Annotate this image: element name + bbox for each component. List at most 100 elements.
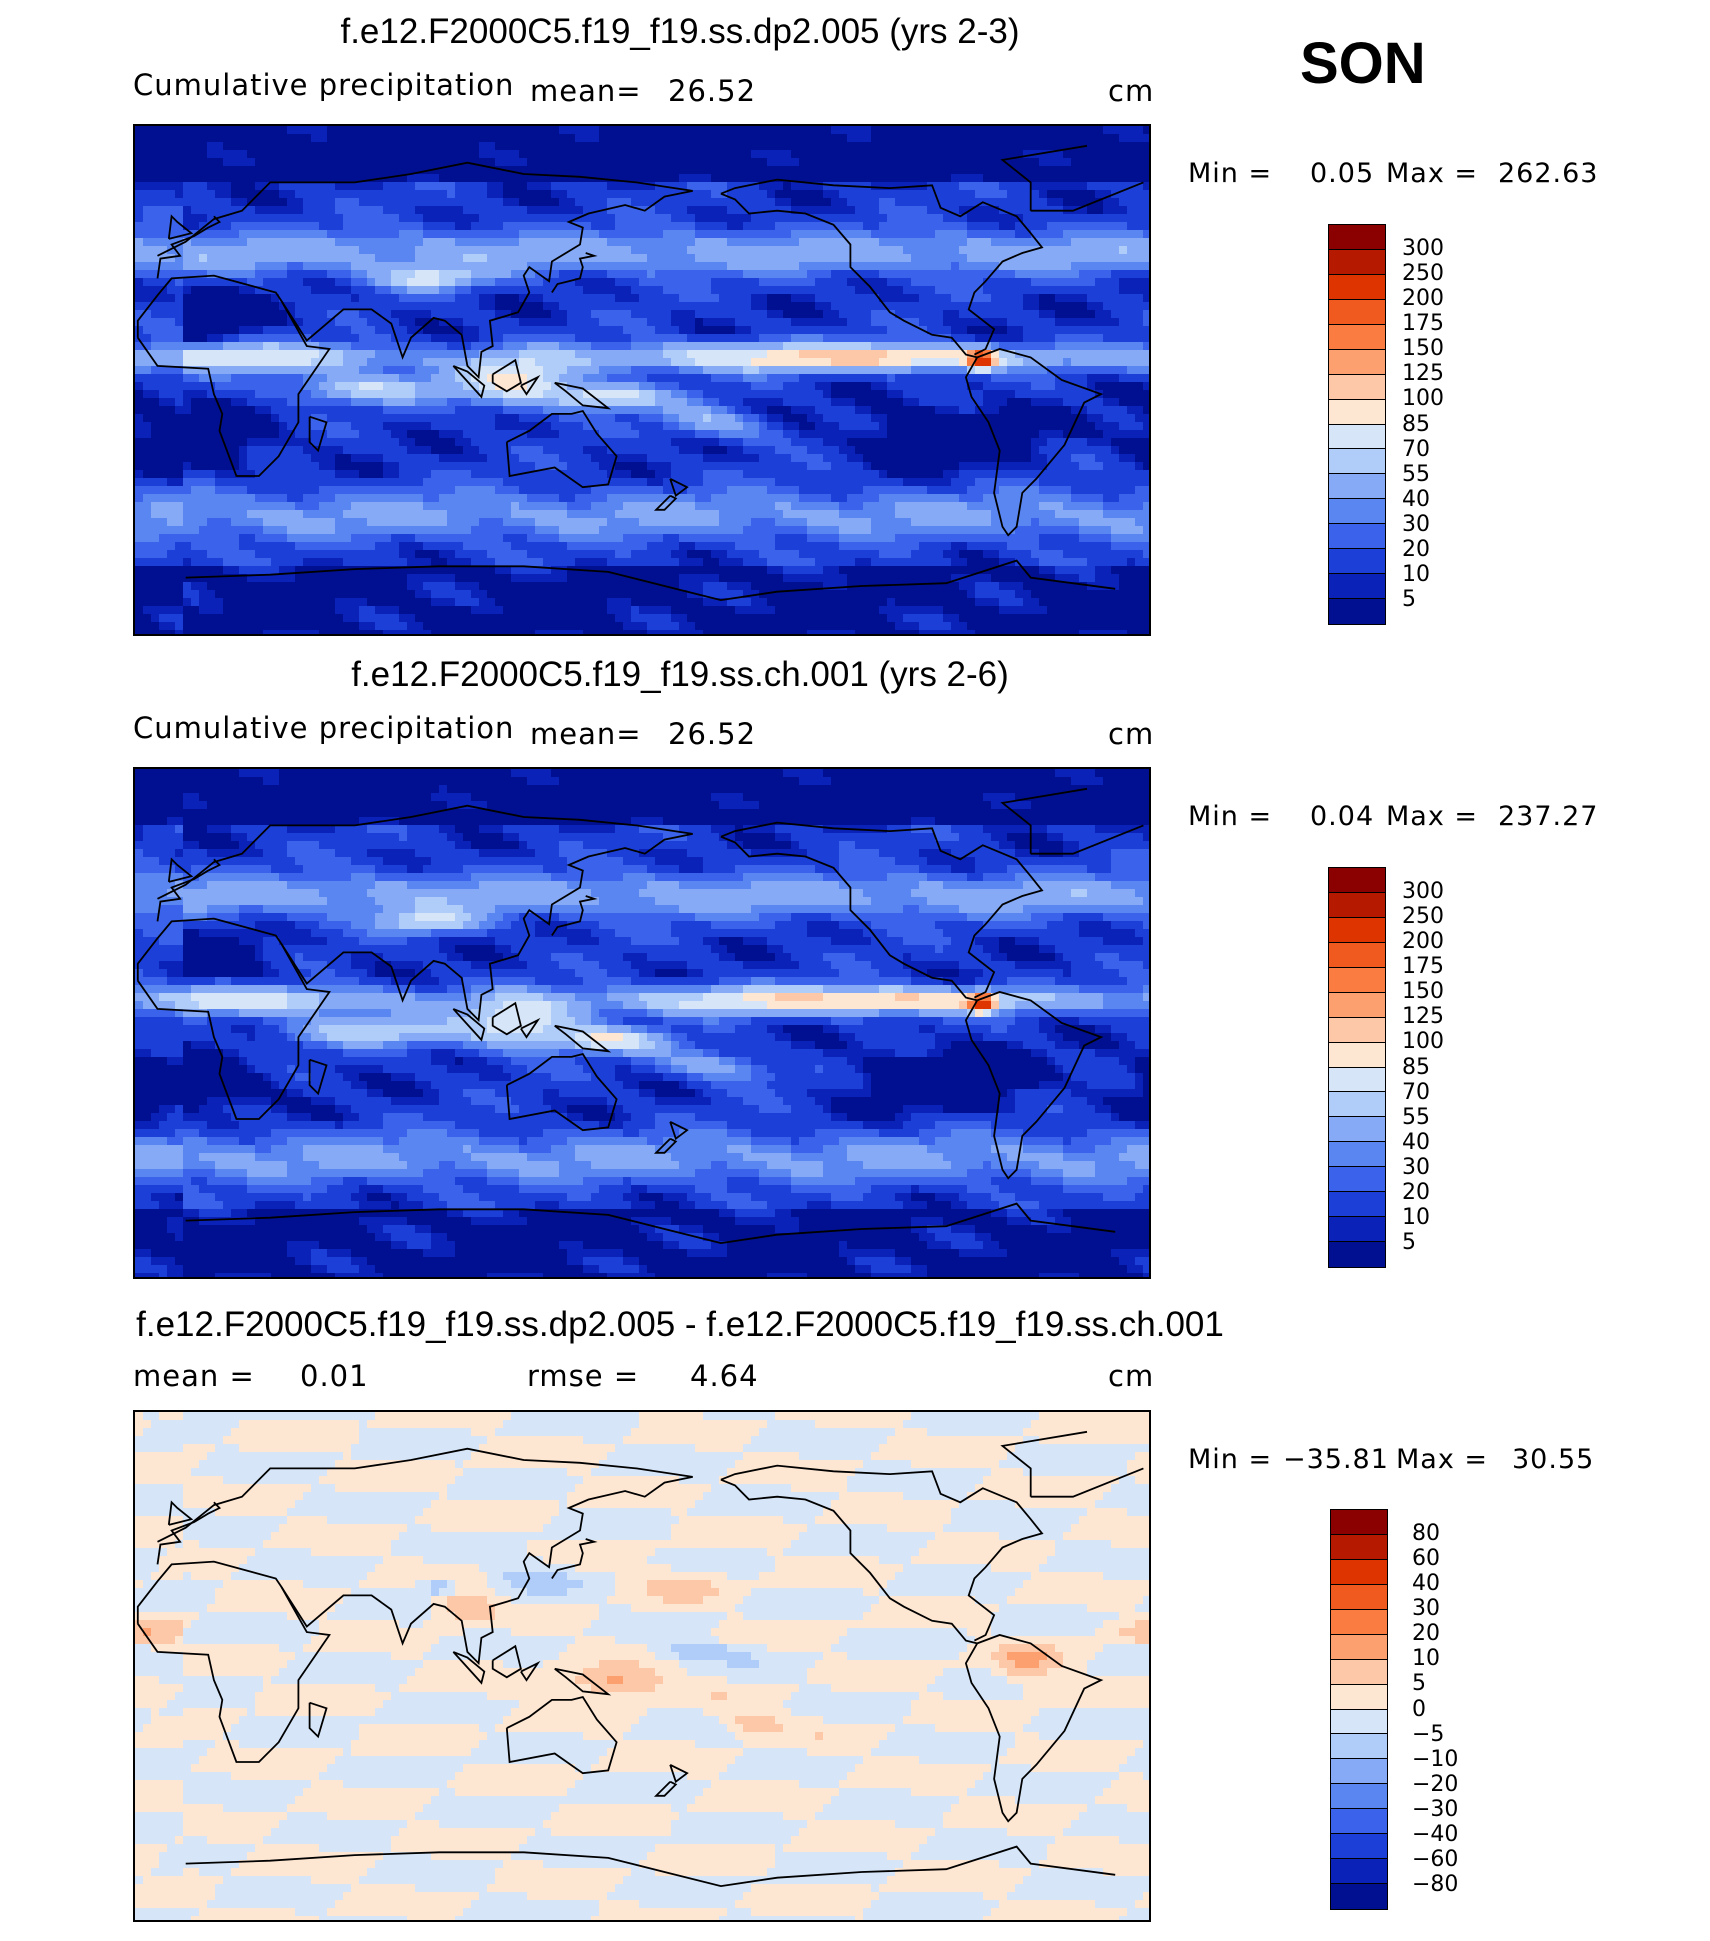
field-cell [135,206,144,215]
field-cell [399,246,408,255]
field-cell [151,382,160,391]
field-cell [607,422,616,431]
field-cell [431,150,440,159]
field-cell [879,302,888,311]
field-cell [423,430,432,439]
field-cell [1119,398,1128,407]
field-cell [783,430,792,439]
field-cell [327,390,336,399]
field-cell [1055,310,1064,319]
field-cell [783,382,792,391]
field-cell [727,398,736,407]
field-cell [1047,158,1056,167]
field-cell [975,334,984,343]
field-cell [1015,262,1024,271]
field-cell [1127,246,1136,255]
field-cell [383,230,392,239]
field-cell [1007,134,1016,143]
field-cell [863,286,872,295]
field-cell [1031,166,1040,175]
field-cell [151,270,160,279]
field-cell [903,206,912,215]
field-cell [239,198,248,207]
field-cell [631,430,640,439]
field-cell [367,430,376,439]
field-cell [511,206,520,215]
field-cell [223,270,232,279]
field-cell [1023,270,1032,279]
field-cell [471,214,480,223]
field-cell [647,342,656,351]
field-cell [639,230,648,239]
field-cell [391,278,400,287]
field-cell [927,214,936,223]
field-cell [1071,182,1080,191]
field-cell [335,382,344,391]
field-cell [647,270,656,279]
field-cell [1023,382,1032,391]
field-cell [1079,382,1088,391]
field-cell [1111,310,1120,319]
field-cell [679,206,688,215]
field-cell [647,350,656,359]
field-cell [471,158,480,167]
field-cell [863,422,872,431]
field-cell [927,414,936,423]
field-cell [1031,190,1040,199]
field-cell [1047,182,1056,191]
field-cell [1055,302,1064,311]
field-cell [335,278,344,287]
field-cell [559,286,568,295]
field-cell [1119,214,1128,223]
field-cell [143,246,152,255]
field-cell [359,206,368,215]
field-cell [279,182,288,191]
field-cell [639,294,648,303]
field-cell [479,254,488,263]
field-cell [615,342,624,351]
field-cell [431,406,440,415]
field-cell [343,318,352,327]
field-cell [679,174,688,183]
field-cell [543,278,552,287]
field-cell [1039,430,1048,439]
field-cell [351,278,360,287]
field-cell [1047,310,1056,319]
field-cell [831,254,840,263]
field-cell [623,126,632,135]
field-cell [1023,398,1032,407]
field-cell [895,318,904,327]
field-cell [759,262,768,271]
field-cell [239,318,248,327]
field-cell [999,374,1008,383]
field-cell [159,222,168,231]
field-cell [607,382,616,391]
field-cell [759,126,768,135]
field-cell [583,278,592,287]
field-cell [223,230,232,239]
field-cell [303,422,312,431]
field-cell [463,174,472,183]
field-cell [295,438,304,447]
field-cell [295,230,304,239]
field-cell [351,214,360,223]
field-cell [767,334,776,343]
field-cell [279,398,288,407]
field-cell [239,374,248,383]
field-cell [887,422,896,431]
field-cell [375,206,384,215]
field-cell [183,214,192,223]
field-cell [655,286,664,295]
field-cell [407,206,416,215]
field-cell [159,174,168,183]
field-cell [487,238,496,247]
field-cell [295,142,304,151]
field-cell [631,326,640,335]
field-cell [887,326,896,335]
field-cell [471,318,480,327]
field-cell [263,270,272,279]
field-cell [415,174,424,183]
field-cell [1095,350,1104,359]
field-cell [463,334,472,343]
field-cell [519,238,528,247]
